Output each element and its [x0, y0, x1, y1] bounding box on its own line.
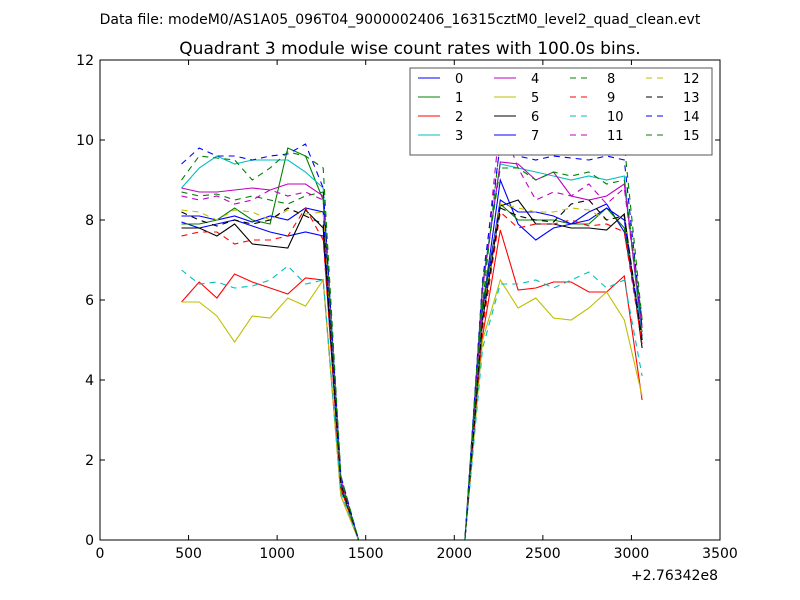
legend-label-6: 6	[531, 110, 539, 125]
series-line-12	[181, 203, 643, 541]
y-tick-label: 8	[85, 213, 94, 229]
y-tick-label: 12	[76, 53, 94, 69]
legend-label-12: 12	[683, 72, 700, 87]
legend-label-2: 2	[455, 110, 463, 125]
legend-label-13: 13	[683, 91, 700, 106]
x-tick-label: 3500	[702, 546, 738, 562]
legend-label-11: 11	[607, 129, 624, 144]
series-line-1	[181, 147, 643, 541]
x-tick-label: 500	[175, 546, 202, 562]
legend-box	[409, 67, 713, 156]
x-tick-label: 0	[96, 546, 105, 562]
legend-label-3: 3	[455, 129, 463, 144]
series-line-6	[181, 199, 643, 541]
series-line-15	[181, 151, 643, 541]
series-line-2	[181, 229, 643, 541]
series-line-5	[181, 278, 643, 541]
y-tick-label: 0	[85, 533, 94, 549]
legend-label-7: 7	[531, 129, 539, 144]
y-tick-label: 6	[85, 293, 94, 309]
series-line-13	[181, 199, 643, 541]
series-line-11	[181, 119, 643, 541]
series-line-8	[181, 139, 643, 541]
legend-label-5: 5	[531, 91, 539, 106]
series-line-14	[181, 143, 643, 541]
legend-label-9: 9	[607, 91, 615, 106]
y-tick-label: 2	[85, 453, 94, 469]
x-tick-label: 2000	[436, 546, 472, 562]
x-tick-label: 1500	[348, 546, 384, 562]
data-file-label: Data file: modeM0/AS1A05_096T04_90000024…	[100, 12, 701, 28]
legend-label-10: 10	[607, 110, 624, 125]
x-tick-label: 2500	[525, 546, 561, 562]
legend-label-4: 4	[531, 72, 539, 87]
x-offset-label: +2.76342e8	[631, 568, 718, 584]
series-line-7	[181, 199, 643, 541]
legend-label-1: 1	[455, 91, 463, 106]
legend-label-14: 14	[683, 110, 700, 125]
series-line-9	[181, 206, 643, 541]
series-line-0	[181, 177, 643, 541]
series-line-3	[181, 155, 643, 541]
series-line-10	[181, 265, 643, 541]
chart-title: Quadrant 3 module wise count rates with …	[179, 39, 640, 59]
x-tick-label: 3000	[614, 546, 650, 562]
y-tick-label: 4	[85, 373, 94, 389]
legend-label-15: 15	[683, 129, 700, 144]
y-tick-label: 10	[76, 133, 94, 149]
legend-label-8: 8	[607, 72, 615, 87]
legend-label-0: 0	[455, 72, 463, 87]
x-tick-label: 1000	[259, 546, 295, 562]
plot-lines	[181, 119, 643, 541]
